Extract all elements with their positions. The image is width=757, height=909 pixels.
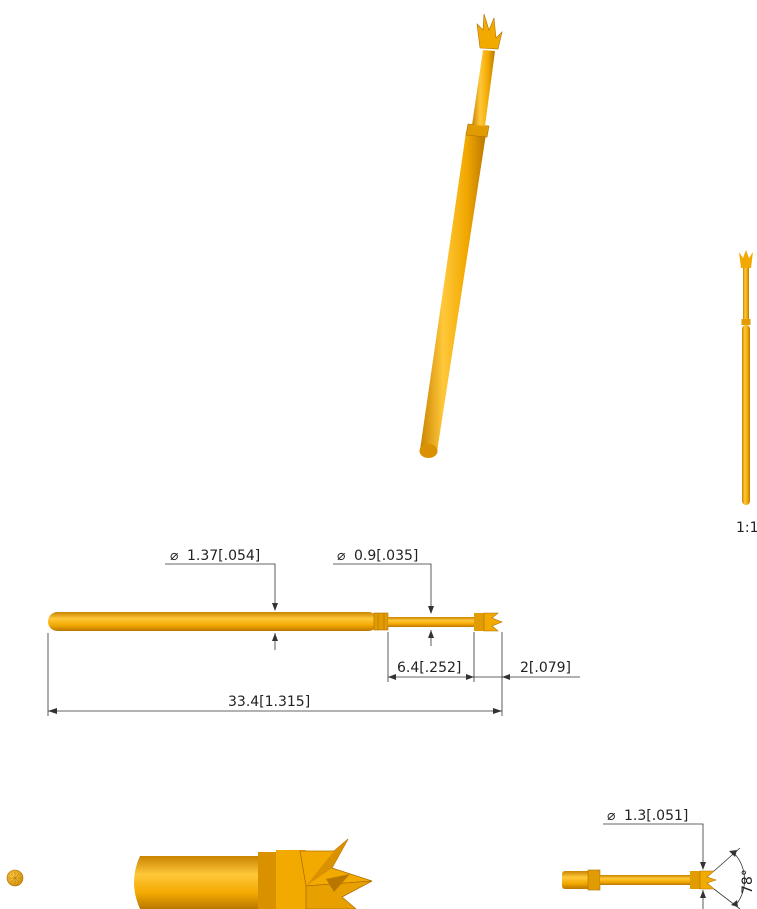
side-collar — [373, 612, 389, 631]
iso-barrel — [420, 132, 486, 452]
side-plunger-head — [474, 613, 484, 631]
side-plunger — [388, 617, 474, 627]
isometric-view — [419, 13, 503, 458]
tip-view-head — [690, 871, 700, 889]
end-view — [6, 869, 24, 887]
tip-length-text: 2[.079] — [520, 660, 571, 676]
side-crown-tip — [483, 612, 503, 632]
dim-barrel-diameter: ⌀ 1.37[.054] — [165, 548, 278, 650]
tip-diameter-symbol: ⌀ — [607, 808, 616, 824]
overall-length-text: 33.4[1.315] — [228, 694, 310, 710]
iso-barrel-end — [419, 444, 438, 458]
side-view: ⌀ 1.37[.054] ⌀ 0.9[.035] 6.4[.252] 2[. — [47, 548, 580, 716]
scale-crown-tip — [739, 250, 753, 268]
detail-crown-lower — [305, 880, 373, 909]
plunger-diameter-symbol: ⌀ — [337, 548, 346, 564]
detail-crown-prong — [326, 874, 350, 892]
detail-head — [276, 850, 306, 909]
barrel-diameter-text: 1.37[.054] — [187, 548, 260, 564]
tip-view-barrel — [562, 871, 592, 889]
iso-collar — [465, 123, 490, 138]
side-barrel — [48, 612, 378, 631]
plunger-diameter-text: 0.9[.035] — [354, 548, 418, 564]
detail-ring — [258, 852, 278, 909]
dim-tip-angle: 78° — [713, 847, 756, 909]
dim-overall-length: 33.4[1.315] — [47, 633, 502, 716]
iso-plunger — [472, 50, 495, 126]
tip-view: ⌀ 1.3[.051] 78° — [562, 808, 756, 909]
tip-view-collar — [587, 869, 601, 891]
scale-collar — [741, 319, 751, 325]
detail-shaft — [134, 856, 262, 909]
detail-view — [134, 838, 373, 909]
dim-plunger-diameter: ⌀ 0.9[.035] — [333, 548, 434, 646]
scale-view: 1:1 — [736, 250, 757, 536]
dim-tip-length: 2[.079] — [474, 632, 580, 716]
detail-crown-face — [306, 839, 348, 886]
tip-diameter-text: 1.3[.051] — [624, 808, 688, 824]
iso-crown-tip — [476, 13, 503, 50]
tip-angle-text: 78° — [740, 869, 756, 894]
scale-barrel — [742, 325, 750, 505]
dim-tip-diameter: ⌀ 1.3[.051] — [603, 808, 706, 909]
scale-plunger — [743, 268, 749, 320]
dim-plunger-length: 6.4[.252] — [387, 632, 475, 682]
tip-view-crown — [699, 870, 717, 890]
tip-view-plunger — [600, 875, 690, 885]
plunger-length-text: 6.4[.252] — [397, 660, 461, 676]
barrel-diameter-symbol: ⌀ — [170, 548, 179, 564]
scale-label: 1:1 — [736, 520, 757, 536]
